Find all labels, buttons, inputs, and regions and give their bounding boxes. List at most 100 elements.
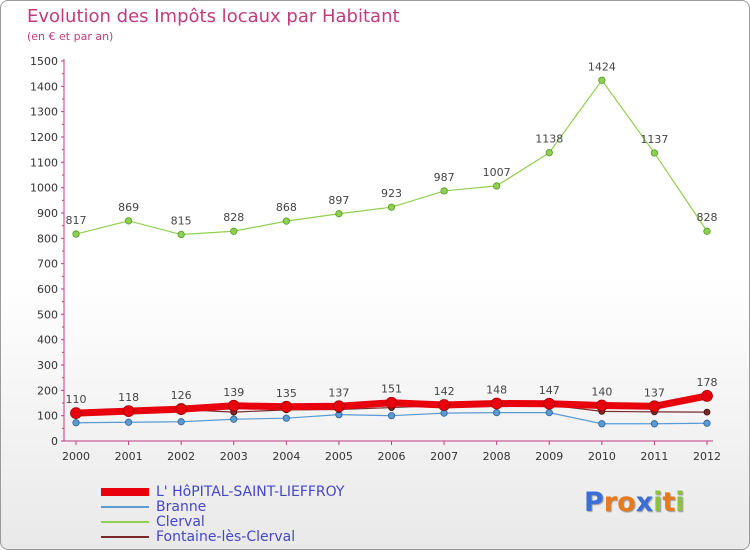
data-point: [72, 230, 80, 238]
data-point: [230, 415, 238, 423]
data-point: [175, 403, 188, 415]
x-tick-label: 2006: [378, 450, 406, 463]
data-label: 139: [223, 386, 244, 399]
logo-letter: t: [662, 487, 676, 518]
data-label: 140: [591, 386, 612, 399]
y-tick-label: 1200: [30, 131, 58, 144]
series-line: [75, 79, 708, 236]
x-tick-label: 2008: [483, 450, 511, 463]
data-label: 135: [276, 387, 297, 400]
data-point: [595, 399, 608, 412]
data-label: 987: [434, 171, 455, 184]
data-point: [122, 405, 135, 418]
data-label: 868: [276, 201, 297, 214]
data-point: [703, 419, 711, 427]
y-tick-label: 500: [37, 308, 58, 321]
y-tick-label: 100: [37, 410, 58, 423]
logo-letter: P: [584, 487, 604, 518]
data-label: 118: [118, 391, 139, 404]
data-point: [648, 400, 661, 413]
x-tick-label: 2011: [640, 450, 668, 463]
chart-title: Evolution des Impôts locaux par Habitant: [27, 6, 400, 27]
x-tick-label: 2001: [115, 450, 143, 463]
x-tick-label: 2007: [430, 450, 458, 463]
legend-swatch: [101, 521, 149, 523]
x-tick-label: 2010: [588, 450, 616, 463]
data-label: 178: [697, 376, 718, 389]
data-label: 1138: [535, 133, 563, 146]
x-tick-label: 2000: [62, 450, 90, 463]
x-tick-label: 2003: [220, 450, 248, 463]
y-tick-label: 1400: [30, 80, 58, 93]
chart-axes: 0 100 200 300 400 500 600 700 800 900 1000 1100 1200…: [30, 55, 721, 463]
data-label: 828: [697, 211, 718, 224]
chart-subtitle: (en € et par an): [27, 30, 114, 43]
x-tick-label: 2002: [167, 450, 195, 463]
y-tick-label: 900: [37, 207, 58, 220]
data-point: [280, 400, 293, 413]
chart-data-labels: 110 118 126 139 135 137 151 142 148 147 140 137 178 8…: [66, 60, 718, 406]
x-tick-label: 2004: [272, 450, 300, 463]
data-label: 817: [66, 214, 87, 227]
logo-letter: x: [635, 487, 654, 518]
data-point: [703, 408, 711, 416]
data-point: [72, 419, 80, 427]
y-tick-label: 1300: [30, 106, 58, 119]
data-point: [124, 217, 133, 225]
data-point: [701, 390, 713, 402]
data-label: 151: [381, 383, 402, 396]
data-point: [493, 409, 501, 417]
data-label: 828: [223, 211, 244, 224]
y-tick-label: 1500: [30, 55, 58, 68]
legend-label: Fontaine-lès-Clerval: [156, 529, 296, 545]
data-label: 147: [539, 384, 560, 397]
logo-letter: r: [603, 487, 618, 518]
data-point: [598, 420, 606, 428]
y-tick-label: 0: [51, 435, 58, 448]
data-label: 1424: [588, 60, 616, 73]
y-tick-label: 600: [37, 283, 58, 296]
x-tick-label: 2009: [535, 450, 563, 463]
data-point: [230, 227, 238, 235]
data-point: [598, 76, 606, 84]
data-label: 137: [644, 386, 665, 399]
data-point: [493, 182, 501, 190]
logo-letter: o: [617, 487, 636, 518]
data-label: 923: [381, 187, 402, 200]
data-point: [177, 418, 185, 426]
data-label: 1137: [640, 133, 668, 146]
data-label: 142: [434, 385, 455, 398]
data-label: 137: [328, 386, 349, 399]
y-tick-label: 200: [37, 384, 58, 397]
data-label: 897: [328, 194, 349, 207]
data-point: [490, 397, 503, 410]
legend-label: Branne: [156, 499, 207, 515]
data-point: [703, 227, 711, 235]
data-point: [650, 149, 659, 157]
data-label: 126: [171, 389, 192, 402]
data-point: [545, 409, 553, 417]
x-tick-label: 2005: [325, 450, 353, 463]
legend-swatch: [101, 488, 149, 496]
data-point: [227, 399, 240, 412]
data-label: 869: [118, 201, 139, 214]
logo-letter: i: [675, 487, 685, 518]
chart-series: [70, 76, 713, 428]
data-point: [387, 203, 396, 211]
y-tick-label: 400: [37, 334, 58, 347]
x-tick-label: 2012: [693, 450, 721, 463]
data-point: [438, 399, 450, 411]
data-label: 148: [486, 384, 507, 397]
data-point: [70, 407, 82, 420]
data-point: [282, 414, 290, 422]
legend-swatch: [101, 506, 149, 508]
legend-swatch: [101, 536, 149, 538]
logo-letter: i: [653, 487, 663, 518]
y-tick-label: 800: [37, 232, 58, 245]
data-point: [387, 412, 396, 420]
data-point: [545, 149, 553, 157]
data-point: [543, 397, 556, 410]
data-label: 815: [171, 215, 192, 228]
